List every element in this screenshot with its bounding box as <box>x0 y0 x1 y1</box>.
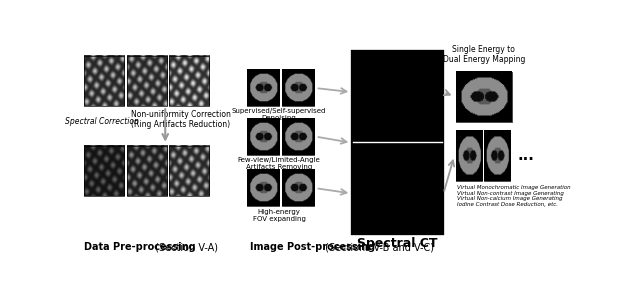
Bar <box>246 70 279 106</box>
Bar <box>84 146 124 196</box>
Bar <box>169 146 209 196</box>
Text: Virtual Monochromatic Image Generation
Virtual Non-contrast Image Generating
Vir: Virtual Monochromatic Image Generation V… <box>458 185 571 207</box>
Text: Single Energy to
Dual Energy Mapping: Single Energy to Dual Energy Mapping <box>443 45 525 64</box>
Bar <box>84 56 124 106</box>
Text: Few-view/Limited-Angle
Artifacts Removing: Few-view/Limited-Angle Artifacts Removin… <box>238 157 321 170</box>
Bar <box>484 131 510 181</box>
Text: Spectral Correction: Spectral Correction <box>65 117 139 126</box>
Bar <box>456 71 511 122</box>
Bar <box>246 170 279 206</box>
Text: High-energy
FOV expanding: High-energy FOV expanding <box>253 209 306 221</box>
Bar <box>282 118 314 155</box>
Bar <box>456 131 482 181</box>
Bar <box>282 170 314 206</box>
Text: Data Pre-processing: Data Pre-processing <box>84 242 195 252</box>
Text: ...: ... <box>518 148 535 163</box>
Bar <box>127 146 167 196</box>
Bar <box>127 56 167 106</box>
Bar <box>282 70 314 106</box>
Bar <box>356 56 439 142</box>
Text: Spectral CT: Spectral CT <box>357 237 438 250</box>
Text: Supervised/Self-supervised
Denoising: Supervised/Self-supervised Denoising <box>232 109 326 122</box>
Text: Non-uniformity Correction
(Ring Artifacts Reduction): Non-uniformity Correction (Ring Artifact… <box>131 109 230 129</box>
Bar <box>353 52 442 233</box>
Text: (Sections V-B and V-C): (Sections V-B and V-C) <box>322 242 434 252</box>
Bar <box>356 145 439 230</box>
Text: (Section V-A): (Section V-A) <box>152 242 218 252</box>
Bar <box>169 56 209 106</box>
Bar <box>353 52 442 233</box>
Text: Image Post-processing: Image Post-processing <box>250 242 376 252</box>
Bar <box>246 118 279 155</box>
